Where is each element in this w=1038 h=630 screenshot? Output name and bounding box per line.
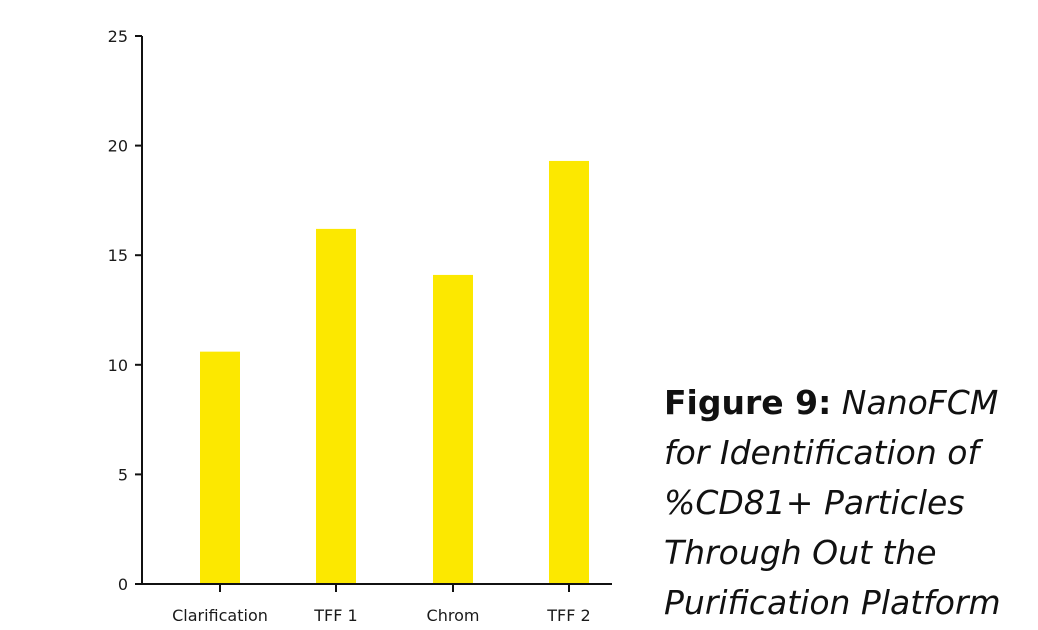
- y-tick-label: 25: [108, 27, 128, 46]
- y-tick-label: 5: [118, 465, 128, 484]
- caption-title-line-3: %CD81+ Particles: [664, 483, 965, 522]
- x-category-label: TFF 2: [546, 606, 590, 625]
- caption-title-line-4: Through Out the: [664, 533, 937, 572]
- bar-tff-1: [316, 228, 356, 584]
- caption-title-line-5: Purification Platform: [664, 583, 1001, 622]
- y-tick-label: 0: [118, 575, 128, 594]
- y-tick-label: 15: [108, 246, 128, 265]
- figure-caption: Figure 9: NanoFCM for Identification of …: [664, 378, 1034, 628]
- x-category-label: Clarification: [172, 606, 268, 625]
- bar-tff-2: [549, 160, 589, 584]
- y-tick-label: 10: [108, 356, 128, 375]
- bar-chart: 0 5 10 15 20 25 Clarification TFF 1 Chrom TFF 2: [108, 27, 612, 625]
- bar-chrom: [433, 274, 473, 584]
- x-axis-ticks: Clarification TFF 1 Chrom TFF 2: [172, 584, 591, 625]
- caption-title-line-2: for Identification of: [664, 433, 980, 472]
- x-category-label: Chrom: [427, 606, 480, 625]
- bar-clarification: [200, 351, 240, 584]
- caption-title-line-1: NanoFCM: [841, 383, 999, 422]
- y-axis-ticks: 0 5 10 15 20 25: [108, 27, 142, 594]
- caption-figure-number: Figure 9:: [664, 383, 832, 422]
- y-tick-label: 20: [108, 137, 128, 156]
- x-category-label: TFF 1: [313, 606, 357, 625]
- bars-group: [200, 160, 589, 584]
